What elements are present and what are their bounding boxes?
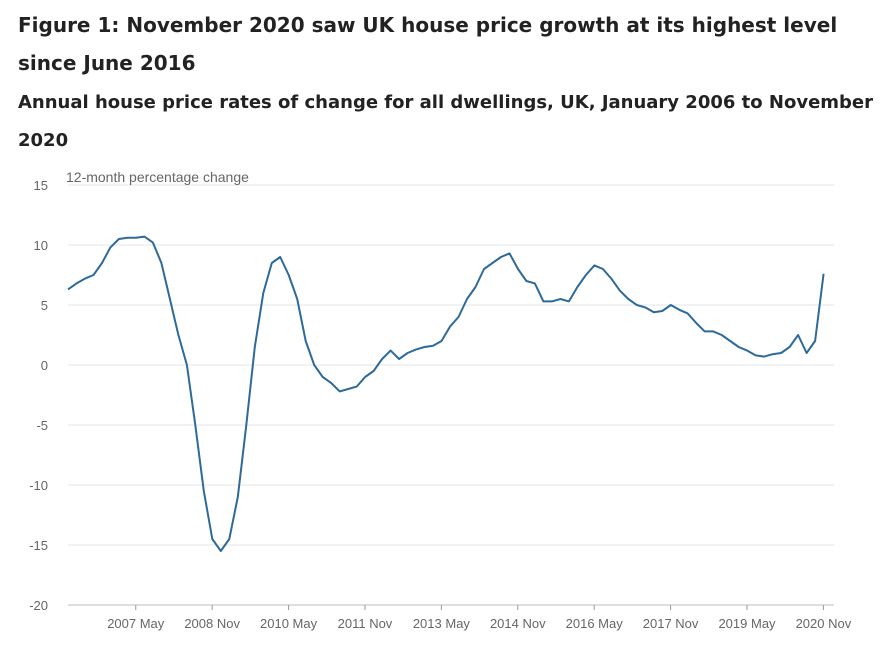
series-line [67,235,825,552]
x-tick-label: 2010 May [260,616,318,631]
title-block: Figure 1: November 2020 saw UK house pri… [18,6,878,160]
y-axis-ticks: 15 10 5 0 -5 -10 -15 -20 [29,178,48,613]
grid [68,184,834,606]
x-tick-label: 2011 Nov [338,616,393,631]
x-tick-label: 2017 Nov [643,616,699,631]
x-tick-label: 2013 May [413,616,471,631]
series-group [67,235,825,552]
y-tick-label: -20 [29,598,48,613]
y-tick-label: -10 [29,478,48,493]
x-tick-label: 2016 May [566,616,624,631]
y-tick-label: -15 [29,538,48,553]
figure-subtitle: Annual house price rates of change for a… [18,92,874,151]
y-tick-label: 0 [41,358,48,373]
x-axis-ticks: 2007 May 2008 Nov 2010 May 2011 Nov 2013 May… [107,605,852,631]
y-tick-label: 15 [34,178,48,193]
figure-title: Figure 1: November 2020 saw UK house pri… [18,13,838,75]
x-tick-label: 2020 Nov [796,616,852,631]
line-chart: 15 10 5 0 -5 -10 -15 -20 2007 May 2008 Nov 2010 M… [29,169,852,631]
y-tick-label: 5 [41,298,48,313]
x-tick-label: 2014 Nov [490,616,546,631]
x-tick-label: 2007 May [107,616,165,631]
y-axis-label: 12-month percentage change [66,169,249,185]
y-tick-label: 10 [34,238,48,253]
x-tick-label: 2019 May [718,616,776,631]
y-tick-label: -5 [36,418,48,433]
x-tick-label: 2008 Nov [184,616,240,631]
